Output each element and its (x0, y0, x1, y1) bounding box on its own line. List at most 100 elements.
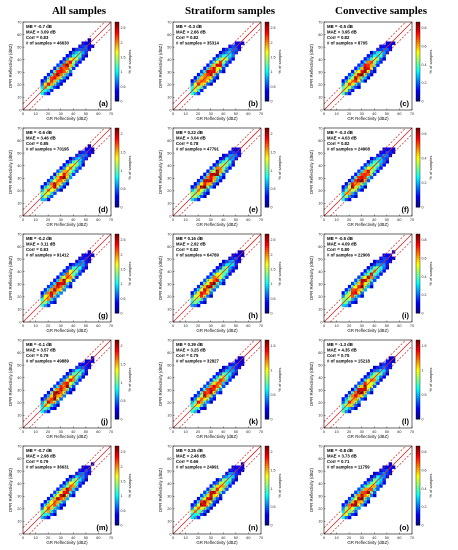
y-tick-label: 70 (318, 232, 322, 236)
colorbar-segment (265, 299, 269, 302)
upper-offset-line (22, 233, 105, 316)
colorbar-segment (265, 517, 269, 520)
y-tick-label: 0 (169, 320, 171, 324)
stat-line: MAE = 4.09 dB (327, 242, 357, 247)
density-cell (222, 281, 226, 286)
density-cell (357, 182, 361, 186)
colorbar-frame (114, 233, 120, 314)
y-tick-label: 40 (17, 482, 21, 486)
density-cell (56, 400, 60, 404)
density-cell (360, 166, 364, 170)
density-cell (50, 76, 54, 80)
y-tick-label: 30 (17, 283, 21, 287)
density-cell (190, 91, 194, 96)
density-cell (363, 288, 367, 292)
density-cell (68, 375, 73, 379)
x-tick-label: 60 (96, 218, 100, 222)
colorbar-segment (416, 25, 420, 29)
colorbar-segment (265, 453, 269, 457)
density-cell (357, 175, 361, 180)
y-tick-label: 30 (167, 71, 171, 75)
colorbar-segment (115, 241, 119, 245)
colorbar-segment (416, 173, 420, 176)
density-cell (218, 269, 223, 273)
colorbar-segment (265, 399, 269, 402)
colorbar-segment (416, 65, 420, 68)
density-cell (196, 515, 201, 520)
colorbar-segment (265, 340, 269, 343)
density-cell (379, 365, 383, 370)
colorbar-segment (416, 385, 420, 388)
density-cell (215, 484, 220, 488)
colorbar-segment (416, 349, 420, 353)
x-tick-label: 10 (183, 536, 187, 540)
density-cell (200, 500, 204, 504)
colorbar-tick-label: 1 (271, 369, 273, 373)
density-cell (209, 72, 213, 77)
density-cell (354, 185, 358, 189)
y-tick-label: 0 (320, 320, 322, 324)
colorbar-segment (416, 309, 420, 312)
colorbar-segment (265, 287, 269, 290)
density-cell (366, 384, 371, 388)
colorbar-segment (416, 85, 420, 88)
colorbar-segment (265, 35, 269, 39)
colorbar-label: % of samples (277, 50, 282, 74)
stat-line: # of samples = 35314 (176, 41, 219, 46)
density-cell (218, 175, 223, 180)
colorbar-segment (115, 129, 119, 133)
density-cell (196, 297, 201, 301)
density-cell (369, 72, 374, 77)
colorbar-segment (416, 23, 420, 27)
density-cell (50, 175, 54, 180)
colorbar-segment (115, 381, 119, 384)
colorbar-segment (265, 511, 269, 514)
density-cell (351, 188, 355, 192)
colorbar-tick-label: 0 (121, 206, 123, 210)
density-cell (50, 400, 54, 404)
colorbar-frame (264, 339, 270, 420)
colorbar-segment (416, 467, 420, 470)
density-cell (90, 44, 95, 48)
density-cell (56, 175, 60, 180)
density-cell (366, 284, 371, 289)
colorbar-tick-label: 0.8 (422, 26, 427, 30)
colorbar-segment (115, 265, 119, 268)
colorbar-segment (416, 409, 420, 412)
colorbar-segment (416, 377, 420, 380)
density-cell (351, 288, 355, 292)
y-tick-label: 60 (17, 351, 21, 355)
density-cell (68, 390, 73, 395)
density-cell (215, 372, 220, 376)
colorbar-segment (115, 193, 119, 196)
density-cell (360, 272, 364, 276)
stat-line: MB = -0.3 dB (327, 130, 353, 135)
colorbar-segment (265, 177, 269, 180)
colorbar-segment (115, 459, 119, 463)
y-tick-label: 50 (167, 469, 171, 473)
density-cell (203, 406, 207, 410)
colorbar-tick-label: 0.5 (271, 505, 276, 509)
y-tick-label: 70 (17, 20, 21, 24)
colorbar-segment (416, 145, 420, 148)
colorbar-tick-label: 0.5 (121, 85, 126, 89)
density-cell (203, 403, 207, 407)
x-tick-label: 50 (385, 324, 389, 328)
density-cell (75, 156, 79, 161)
colorbar-segment (115, 295, 119, 298)
density-cell (200, 188, 204, 192)
density-cell (360, 390, 364, 395)
density-cell (218, 496, 223, 501)
density-cell (373, 490, 377, 494)
density-cell (53, 390, 57, 395)
colorbar-segment (265, 275, 269, 278)
density-cell (43, 88, 48, 92)
y-tick-label: 50 (17, 469, 21, 473)
colorbar-segment (416, 51, 420, 54)
density-cell (203, 172, 207, 176)
colorbar-segment (416, 389, 420, 392)
density-cell (81, 368, 85, 373)
colorbar-segment (416, 139, 420, 143)
colorbar-segment (265, 45, 269, 48)
density-cell (81, 468, 85, 472)
